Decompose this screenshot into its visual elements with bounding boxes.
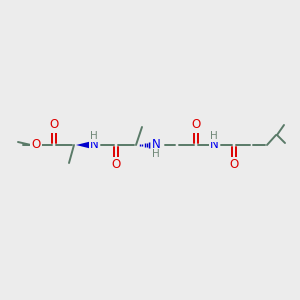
Text: N: N [90, 139, 98, 152]
Polygon shape [76, 142, 89, 148]
Text: O: O [230, 158, 238, 172]
Text: N: N [210, 139, 218, 152]
Text: H: H [90, 131, 98, 141]
Text: O: O [50, 118, 58, 131]
Text: N: N [152, 139, 160, 152]
Text: O: O [32, 139, 40, 152]
Text: O: O [111, 158, 121, 172]
Text: H: H [152, 149, 160, 159]
Text: H: H [210, 131, 218, 141]
Text: O: O [191, 118, 201, 131]
